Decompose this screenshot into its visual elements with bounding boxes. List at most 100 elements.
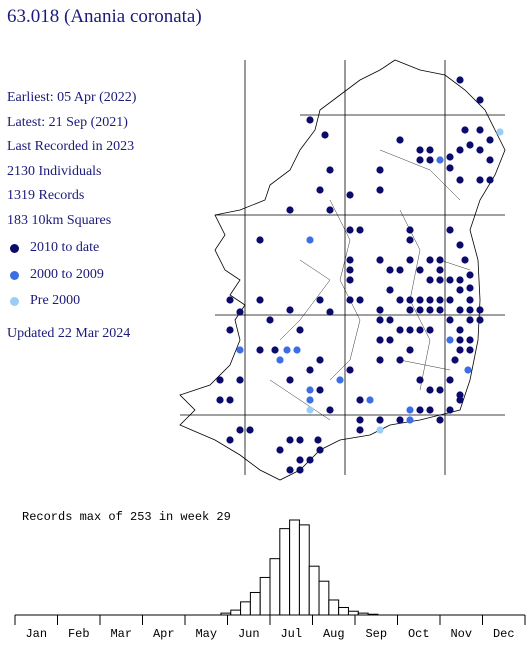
record-dot: [346, 266, 354, 274]
record-dot: [486, 176, 494, 184]
record-dot: [376, 166, 384, 174]
record-dot: [456, 286, 464, 294]
record-dot: [476, 306, 484, 314]
record-dot: [316, 186, 324, 194]
bar: [338, 606, 349, 616]
record-dot: [456, 146, 464, 154]
month-label: Nov: [450, 627, 472, 641]
record-dot: [306, 396, 314, 404]
record-dot: [426, 296, 434, 304]
record-dot: [426, 306, 434, 314]
record-dot: [376, 426, 384, 434]
record-dot: [336, 376, 344, 384]
histogram: Jan Feb Mar Apr May Jun Jul Aug Sep Oct Nov Dec: [14, 519, 526, 641]
month-label: Feb: [68, 627, 90, 641]
record-dot: [376, 416, 384, 424]
updated: Updated 22 Mar 2024: [7, 326, 131, 341]
bar: [240, 601, 251, 616]
record-dot: [346, 276, 354, 284]
record-dot: [316, 356, 324, 364]
grid: [180, 60, 505, 475]
record-dot: [456, 336, 464, 344]
record-dot: [446, 316, 454, 324]
record-dot: [446, 153, 454, 161]
record-dot: [466, 296, 474, 304]
record-dot: [314, 436, 322, 444]
record-dot: [226, 296, 234, 304]
record-dot: [456, 396, 464, 404]
record-dot: [416, 306, 424, 314]
record-dot: [446, 296, 454, 304]
record-dot: [466, 141, 474, 149]
record-dot: [406, 306, 414, 314]
record-dot: [286, 376, 294, 384]
record-dot: [476, 126, 484, 134]
record-dot: [436, 306, 444, 314]
record-dot: [466, 316, 474, 324]
month-label: Oct: [408, 627, 430, 641]
record-dot: [296, 456, 304, 464]
record-dot: [426, 256, 434, 264]
record-dot: [306, 366, 314, 374]
month-label: Jun: [238, 627, 260, 641]
record-dot: [476, 96, 484, 104]
record-dot: [276, 356, 284, 364]
record-dot: [346, 296, 354, 304]
record-dot: [416, 156, 424, 164]
stat-line: 1319 Records: [7, 188, 85, 203]
record-dot: [406, 326, 414, 334]
record-dot: [476, 316, 484, 324]
record-dot: [356, 416, 364, 424]
record-dot: [286, 306, 294, 314]
record-dot: [276, 446, 284, 454]
record-dot: [236, 376, 244, 384]
record-dot: [316, 296, 324, 304]
record-dot: [426, 326, 434, 334]
record-dot: [376, 316, 384, 324]
record-dot: [486, 136, 494, 144]
bar: [308, 565, 320, 616]
stat-line: 2130 Individuals: [7, 163, 102, 179]
record-dot: [226, 396, 234, 404]
record-dot: [346, 256, 354, 264]
record-dot: [296, 436, 304, 444]
month-label: Dec: [493, 627, 515, 641]
record-dot: [236, 426, 244, 434]
record-dot: [286, 436, 294, 444]
month-label: Mar: [110, 627, 132, 641]
bar: [328, 599, 340, 616]
record-dot: [446, 164, 454, 172]
record-dot: [416, 376, 424, 384]
record-dot: [326, 166, 334, 174]
record-dot: [446, 226, 454, 234]
stat-line: Latest: 21 Sep (2021): [7, 114, 128, 130]
record-dot: [326, 406, 334, 414]
record-dot: [316, 446, 324, 454]
record-dot: [466, 306, 474, 314]
record-dot: [326, 308, 334, 316]
record-dot: [476, 176, 484, 184]
record-dot: [456, 76, 464, 84]
record-dot: [246, 426, 254, 434]
record-dot: [386, 286, 394, 294]
record-dot: [286, 466, 294, 474]
record-dot: [356, 396, 364, 404]
record-dot: [456, 391, 464, 399]
records: [216, 76, 504, 474]
record-dot: [306, 386, 314, 394]
histogram-title: Records max of 253 in week 29: [22, 510, 231, 524]
record-dot: [396, 416, 404, 424]
record-dot: [296, 466, 304, 474]
bar: [347, 610, 359, 616]
record-dot: [416, 146, 424, 154]
record-dot: [406, 226, 414, 234]
record-dot: [426, 276, 434, 284]
record-dot: [226, 326, 234, 334]
record-dot: [356, 296, 364, 304]
record-dot: [236, 346, 244, 354]
record-dot: [446, 376, 454, 384]
legend-swatch: [10, 297, 19, 306]
stat-line: 183 10km Squares: [7, 212, 112, 228]
record-dot: [416, 296, 424, 304]
